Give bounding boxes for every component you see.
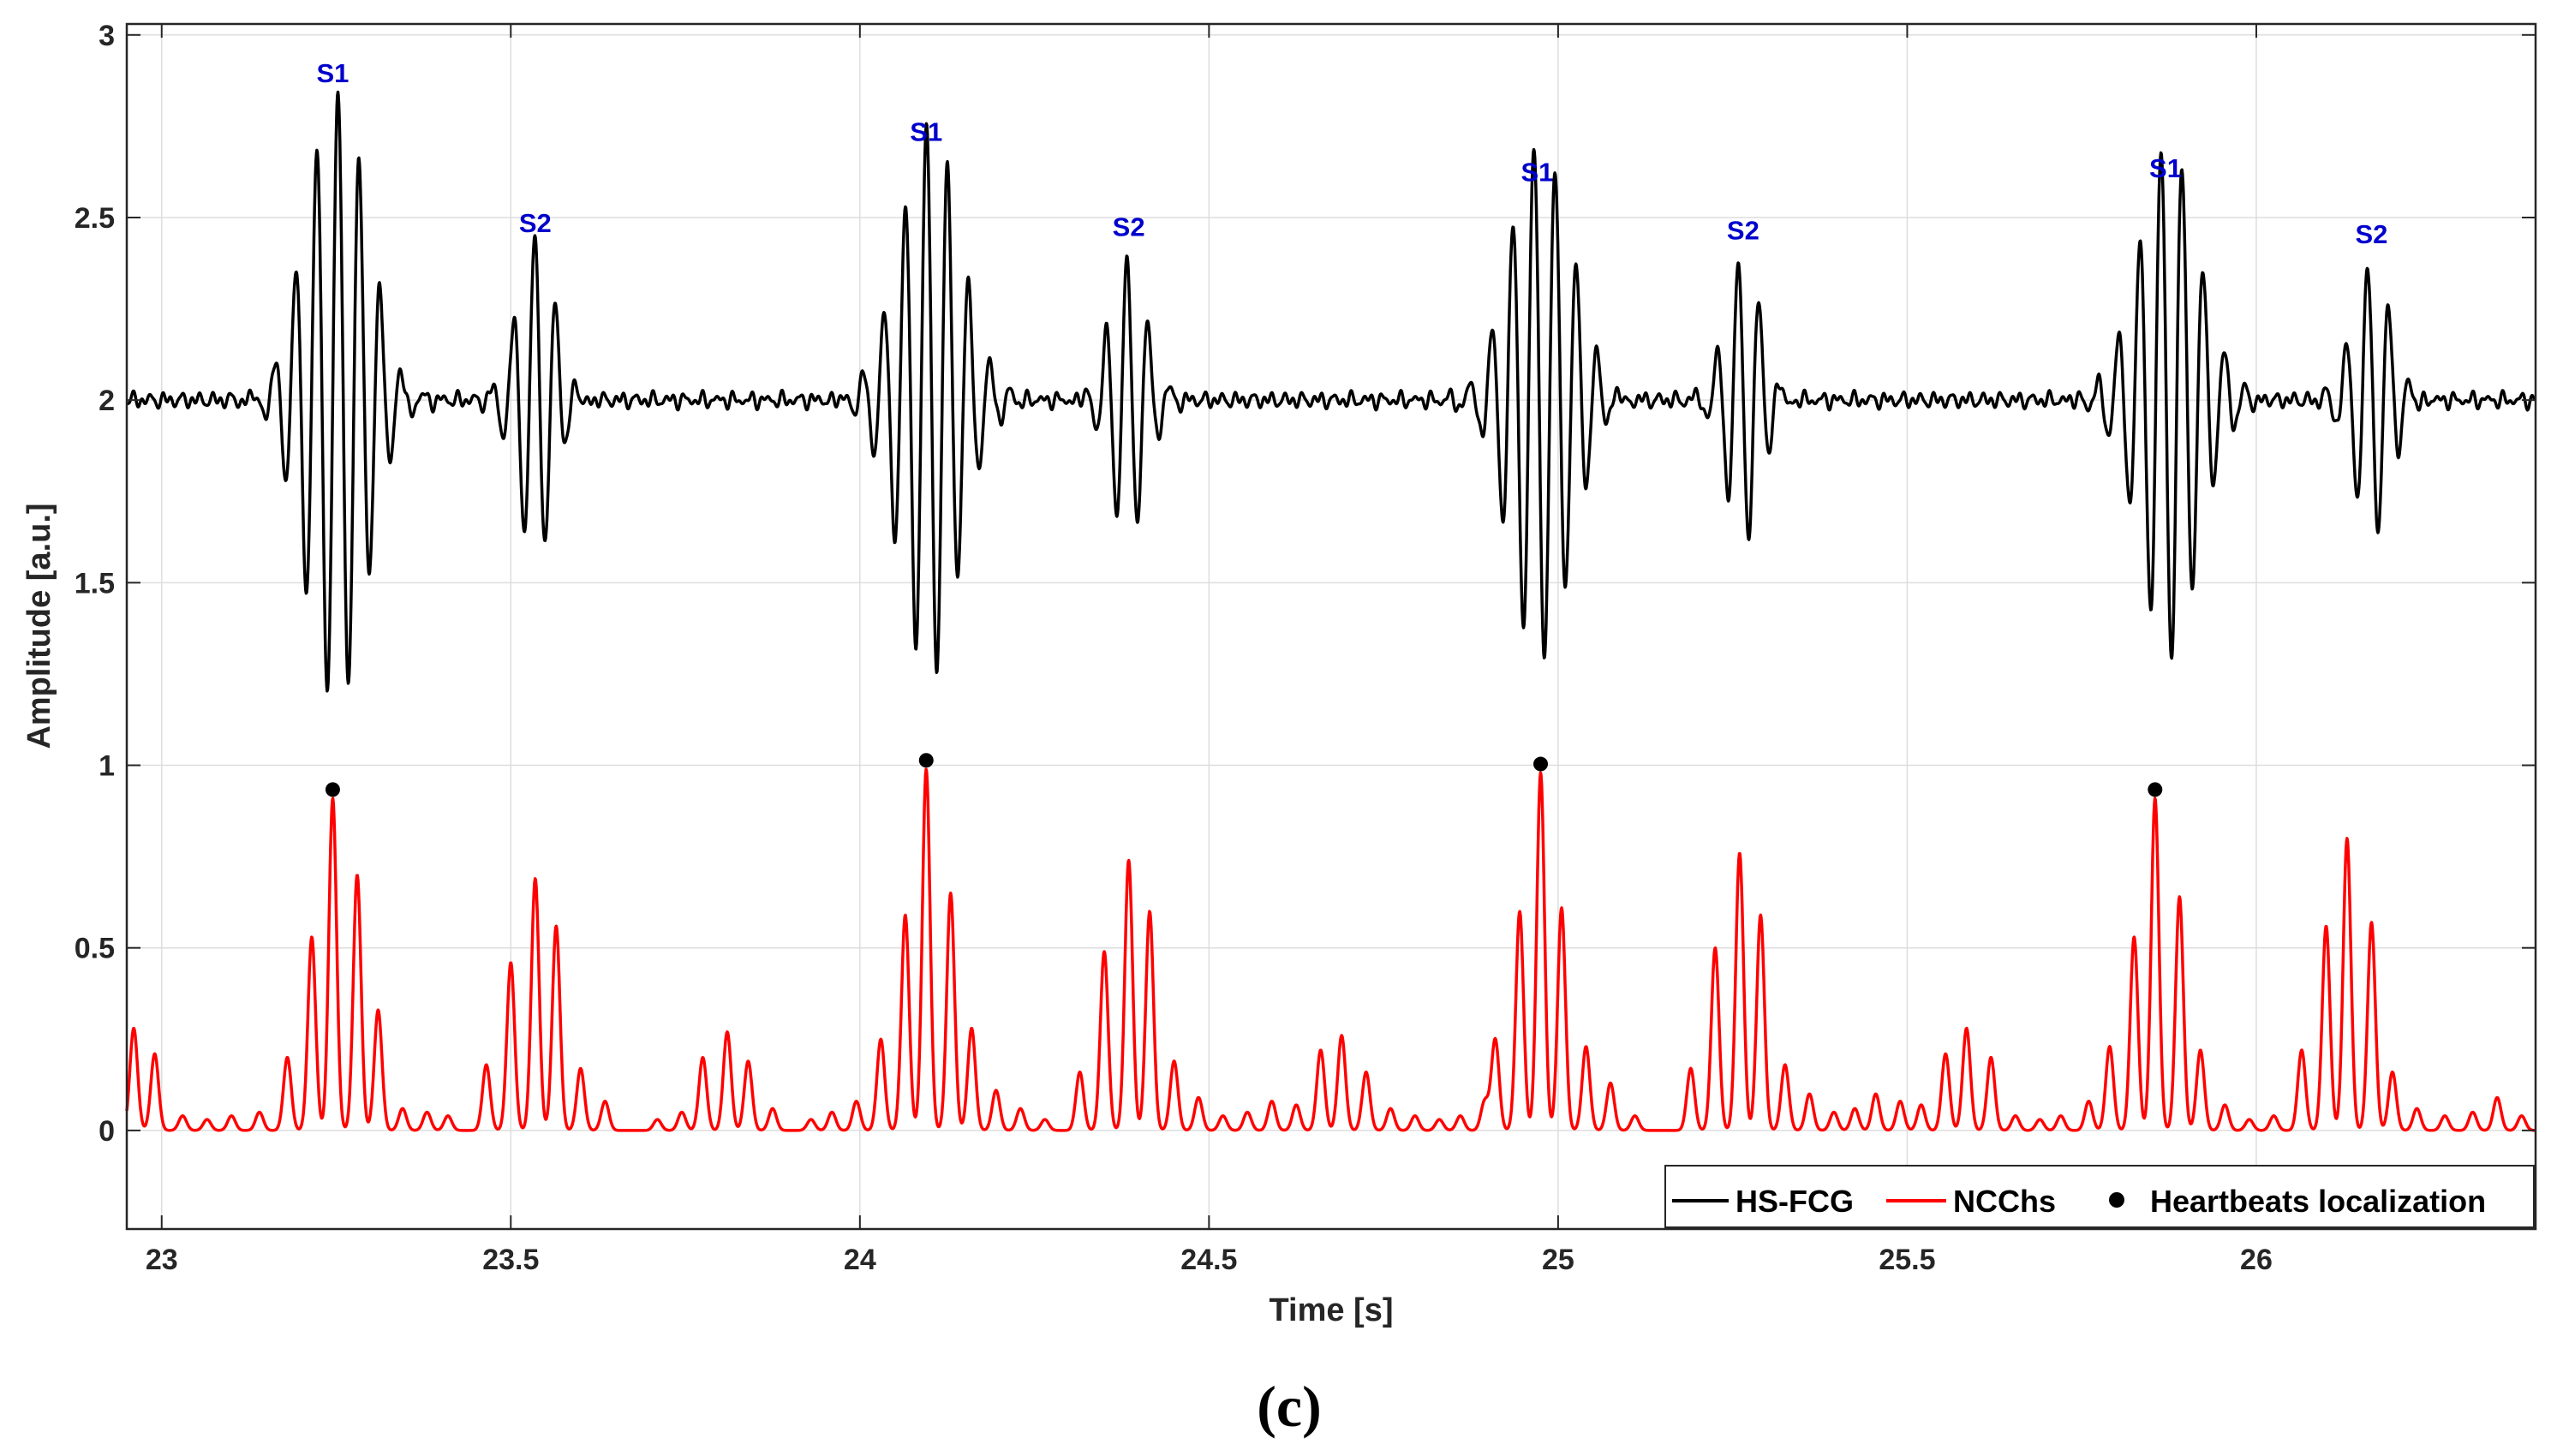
legend-box xyxy=(1664,1165,2535,1228)
peak-annotation-s1: S1 xyxy=(2149,153,2182,183)
y-tick-label: 0.5 xyxy=(75,933,115,965)
x-tick-label: 23.5 xyxy=(482,1244,539,1276)
annotation-layer: S1 S2 S1 S2 S1 S2 S1 S2 xyxy=(316,58,2387,249)
peak-annotation-s2: S2 xyxy=(1113,212,1145,242)
plot-background xyxy=(127,24,2536,1229)
legend-label-ncchs: NCChs xyxy=(1953,1184,2056,1219)
x-tick-label: 24.5 xyxy=(1180,1244,1237,1276)
y-tick-label: 2.5 xyxy=(75,202,115,235)
heartbeat-marker xyxy=(1533,756,1549,772)
figure-caption: (c) xyxy=(1257,1374,1321,1439)
y-tick-label: 1.5 xyxy=(75,567,115,600)
y-tick-label: 1 xyxy=(99,750,115,783)
peak-annotation-s1: S1 xyxy=(1520,157,1553,187)
heartbeat-marker xyxy=(325,782,340,797)
peak-annotation-s2: S2 xyxy=(519,208,552,238)
grid xyxy=(127,24,2536,1229)
y-tick-label: 3 xyxy=(99,20,115,52)
plot-frame xyxy=(125,22,2537,1231)
y-tick-label: 2 xyxy=(99,385,115,417)
x-tick-label: 24 xyxy=(844,1244,876,1276)
hs-fcg-line xyxy=(125,90,2536,693)
peak-annotation-s1: S1 xyxy=(910,116,942,146)
peak-annotation-s2: S2 xyxy=(2355,219,2387,249)
x-tick-label: 26 xyxy=(2240,1244,2273,1276)
legend-label-heartbeats: Heartbeats localization xyxy=(2150,1184,2486,1219)
ncchs-line xyxy=(125,767,2536,1132)
tick-layer: 23 23.5 24 24.5 25 25.5 26 0 0.5 1 1.5 2 2.5 3 xyxy=(75,20,2536,1276)
peak-annotation-s2: S2 xyxy=(1727,216,1759,246)
x-tick-label: 25 xyxy=(1542,1244,1574,1276)
x-axis-title: Time [s] xyxy=(1269,1292,1393,1328)
y-tick-label: 0 xyxy=(99,1115,115,1148)
legend: HS-FCG NCChs Heartbeats localization xyxy=(1664,1165,2535,1228)
legend-label-hs-fcg: HS-FCG xyxy=(1736,1184,1854,1219)
heartbeat-marker xyxy=(918,753,934,768)
x-tick-label: 25.5 xyxy=(1879,1244,1935,1276)
y-axis-title: Amplitude [a.u.] xyxy=(21,503,57,749)
series-layer xyxy=(125,90,2536,1132)
legend-marker-heartbeats xyxy=(2109,1192,2124,1208)
heartbeat-marker xyxy=(2148,782,2163,797)
peak-annotation-s1: S1 xyxy=(316,58,349,88)
x-tick-label: 23 xyxy=(146,1244,178,1276)
